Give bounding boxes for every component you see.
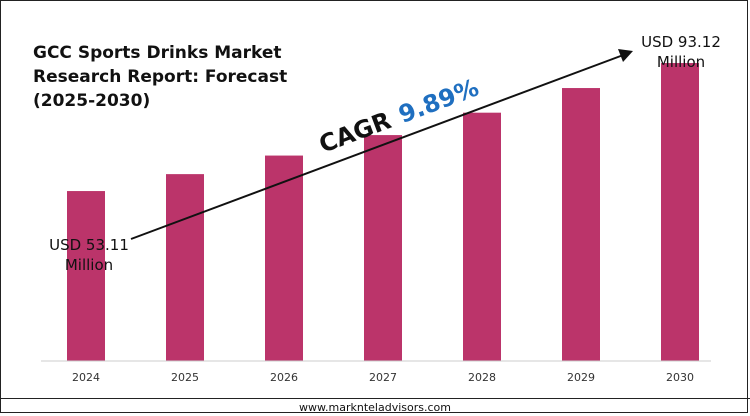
x-tick-2024: 2024 <box>72 371 100 384</box>
bar-2025 <box>166 174 204 361</box>
start-unit-label: Million <box>65 256 113 274</box>
bar-2030 <box>661 63 699 362</box>
x-tick-2029: 2029 <box>567 371 595 384</box>
growth-arrow-line <box>130 53 627 240</box>
x-tick-labels: 2024 2025 2026 2027 2028 2029 2030 <box>72 371 694 384</box>
growth-arrow-head <box>618 49 633 62</box>
x-tick-2025: 2025 <box>171 371 199 384</box>
end-unit-label: Million <box>657 53 705 71</box>
x-tick-2030: 2030 <box>666 371 694 384</box>
bars-group <box>67 63 699 362</box>
end-value-label: USD 93.12 <box>641 33 721 51</box>
bar-2028 <box>463 112 501 362</box>
x-tick-2026: 2026 <box>270 371 298 384</box>
x-tick-2027: 2027 <box>369 371 397 384</box>
start-value-label: USD 53.11 <box>49 236 129 254</box>
bar-chart: GCC Sports Drinks Market Research Report… <box>33 33 721 384</box>
footer-website: www.marknteladvisors.com <box>0 398 750 416</box>
chart-title-line-3: (2025-2030) <box>33 91 150 111</box>
chart-title-line-2: Research Report: Forecast <box>33 67 287 87</box>
bar-2024 <box>67 191 105 361</box>
x-tick-2028: 2028 <box>468 371 496 384</box>
bar-2026 <box>265 155 303 361</box>
bar-2029 <box>562 88 600 361</box>
bar-2027 <box>364 135 402 361</box>
chart-title-line-1: GCC Sports Drinks Market <box>33 43 282 63</box>
